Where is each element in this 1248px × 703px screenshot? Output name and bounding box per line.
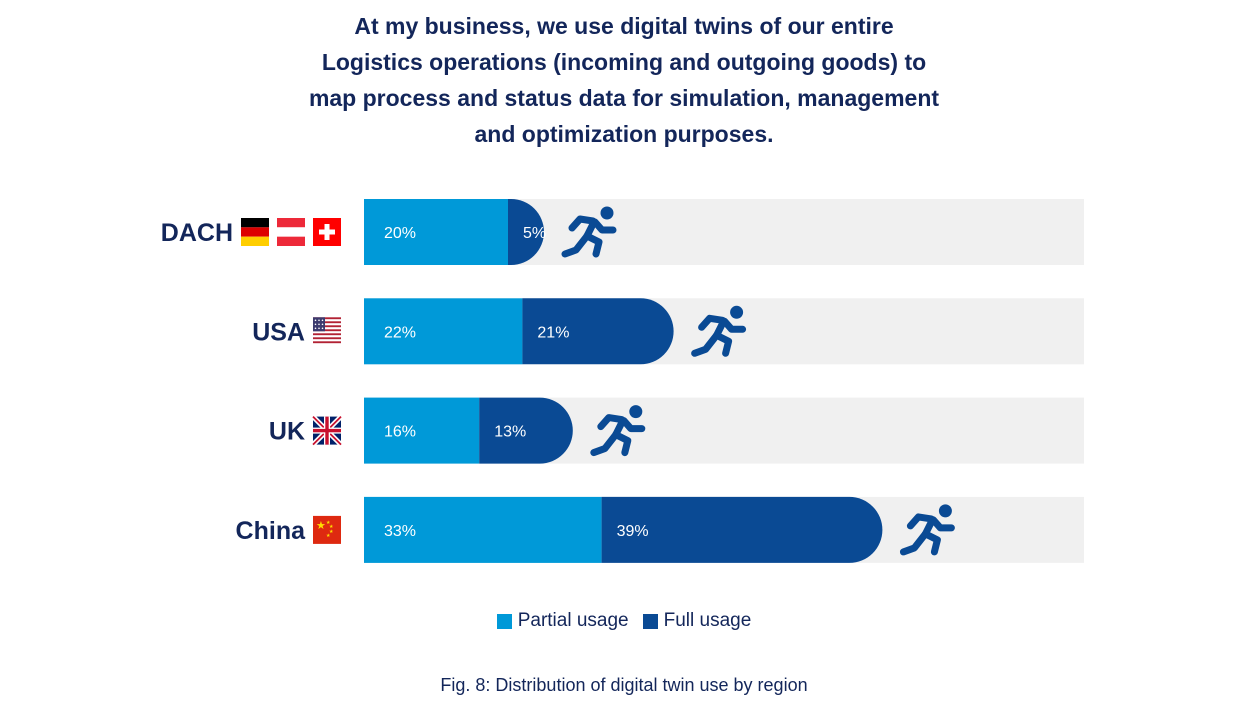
data-label-full: 13%	[494, 424, 526, 441]
running-person-icon	[561, 206, 617, 258]
legend-label-full: Full usage	[663, 610, 752, 631]
category-label: USA	[252, 318, 305, 346]
chart-title-line: map process and status data for simulati…	[308, 85, 940, 111]
bar-row-usa: USA 22% 21%	[252, 298, 1084, 365]
data-label-full: 39%	[617, 523, 649, 540]
bar-partial-usage	[364, 397, 480, 464]
legend-swatch-full	[642, 613, 658, 629]
svg-text:★: ★	[316, 519, 326, 532]
bar-partial-usage	[364, 496, 602, 563]
category-label: UK	[269, 418, 305, 446]
svg-text:★: ★	[326, 533, 331, 539]
china-flag-icon: ★ ★★★★	[313, 515, 341, 544]
bar-partial-usage	[364, 199, 508, 265]
uk-flag-icon	[311, 414, 343, 447]
austria-flag-icon	[277, 218, 305, 246]
svg-text:★: ★	[329, 524, 334, 530]
bar-full-usage	[522, 298, 674, 365]
bar-full-usage	[601, 496, 883, 563]
bar-row-uk: UK 16% 13%	[269, 397, 1084, 464]
bar-partial-usage	[364, 298, 523, 365]
category-label: China	[236, 517, 307, 545]
data-label-partial: 33%	[384, 523, 416, 540]
usa-flag-icon	[313, 317, 341, 346]
running-person-icon	[590, 405, 646, 457]
bar-row-china: ★ ★★★★China 33% 39%	[236, 496, 1084, 563]
bar-full-usage	[479, 397, 573, 464]
chart-title: At my business, we use digital twins of …	[224, 8, 1024, 152]
data-label-full: 21%	[537, 324, 569, 341]
svg-text:★: ★	[326, 520, 331, 526]
bar-row-dach: DACH 20% 5%	[161, 199, 1084, 265]
chart-title-line: At my business, we use digital twins of …	[354, 13, 894, 39]
data-label-partial: 22%	[384, 324, 416, 341]
svg-text:★: ★	[329, 529, 334, 535]
chart-title-line: and optimization purposes.	[474, 121, 774, 147]
legend-item-partial: Partial usage	[496, 610, 629, 632]
category-label: DACH	[161, 219, 233, 247]
stacked-bar-chart: DACH 20% 5%USA 22% 21%UK 16% 13%★ ★★★★China 33% 3…	[161, 199, 1084, 563]
legend: Partial usage Full usage	[0, 610, 1248, 632]
figure-caption: Fig. 8: Distribution of digital twin use…	[440, 675, 808, 695]
data-label-partial: 16%	[384, 424, 416, 441]
legend-swatch-partial	[496, 613, 512, 629]
bar-full-usage	[508, 199, 544, 265]
germany-flag-icon	[241, 218, 269, 246]
chart-title-line: Logistics operations (incoming and outgo…	[321, 49, 927, 75]
data-label-full: 5%	[523, 225, 546, 242]
legend-item-full: Full usage	[642, 610, 752, 632]
data-label-partial: 20%	[384, 225, 416, 242]
legend-label-partial: Partial usage	[517, 610, 629, 631]
running-person-icon	[691, 305, 747, 357]
switzerland-flag-icon	[313, 218, 341, 246]
running-person-icon	[899, 504, 955, 556]
